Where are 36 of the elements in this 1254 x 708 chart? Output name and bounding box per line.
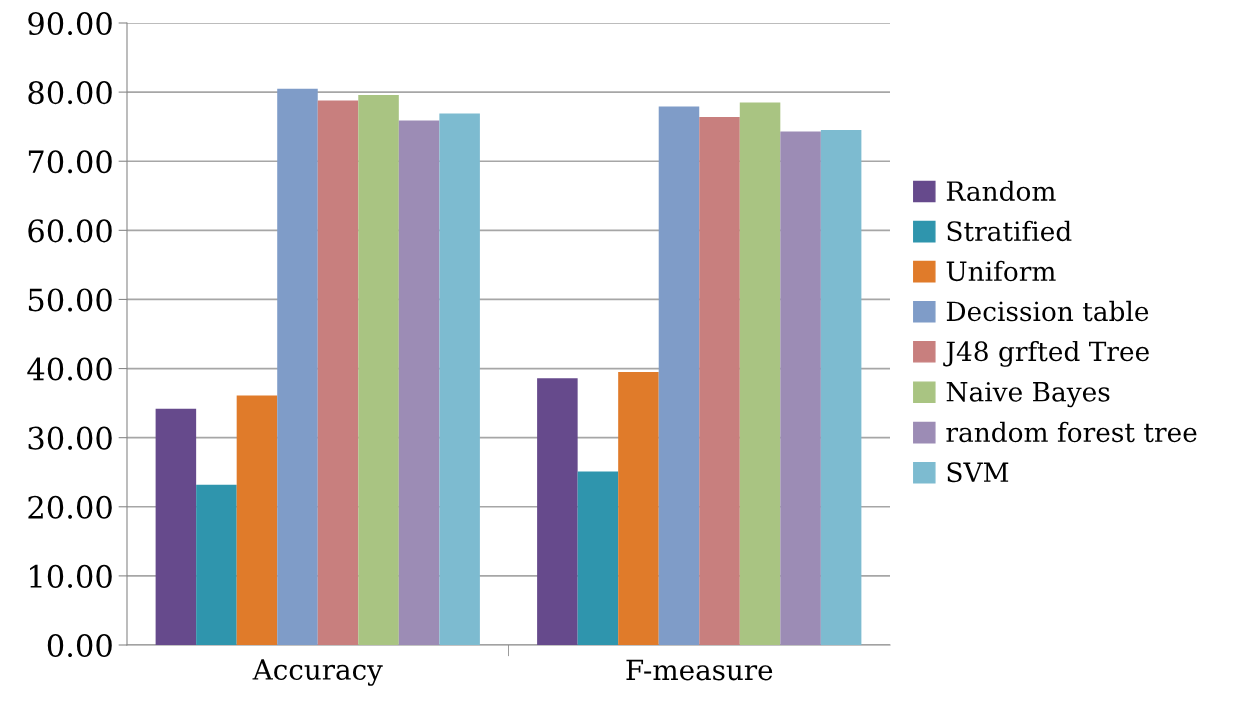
legend-label: random forest tree bbox=[946, 421, 1197, 443]
y-tick-label: 90.00 bbox=[28, 11, 112, 36]
legend-label: Naive Bayes bbox=[946, 381, 1110, 408]
bar bbox=[358, 94, 399, 645]
bar bbox=[820, 130, 862, 645]
bar bbox=[236, 395, 278, 645]
bar bbox=[155, 408, 197, 645]
legend-label: Stratified bbox=[947, 220, 1072, 242]
y-tick-label: 0.00 bbox=[47, 633, 112, 658]
x-tick-label: Accuracy bbox=[252, 659, 383, 686]
y-tick-label: 20.00 bbox=[28, 495, 112, 519]
legend-label: Decission table bbox=[946, 300, 1149, 322]
bar bbox=[618, 372, 659, 645]
bar bbox=[537, 378, 578, 645]
bar bbox=[739, 102, 781, 645]
y-tick-label: 80.00 bbox=[28, 81, 112, 105]
y-tick-label: 70.00 bbox=[28, 150, 112, 174]
legend-label: Uniform bbox=[946, 260, 1056, 282]
y-tick-label: 10.00 bbox=[30, 564, 112, 588]
y-tick-label: 60.00 bbox=[28, 219, 112, 243]
bar bbox=[699, 116, 740, 645]
legend-label: J48 grfted Tree bbox=[943, 340, 1149, 367]
legend-label: Random bbox=[946, 180, 1056, 202]
bar bbox=[658, 106, 700, 645]
bar bbox=[277, 88, 318, 645]
bar bbox=[196, 484, 237, 645]
x-tick-label: F-measure bbox=[626, 659, 773, 681]
y-tick-label: 50.00 bbox=[28, 288, 112, 312]
y-tick-label: 30.00 bbox=[28, 426, 112, 450]
bar bbox=[439, 113, 480, 645]
bar bbox=[577, 471, 619, 645]
legend-label: SVM bbox=[947, 462, 1009, 483]
y-tick-label: 40.00 bbox=[27, 357, 112, 381]
bar bbox=[398, 120, 440, 645]
bar bbox=[780, 131, 821, 645]
bar bbox=[317, 100, 359, 645]
